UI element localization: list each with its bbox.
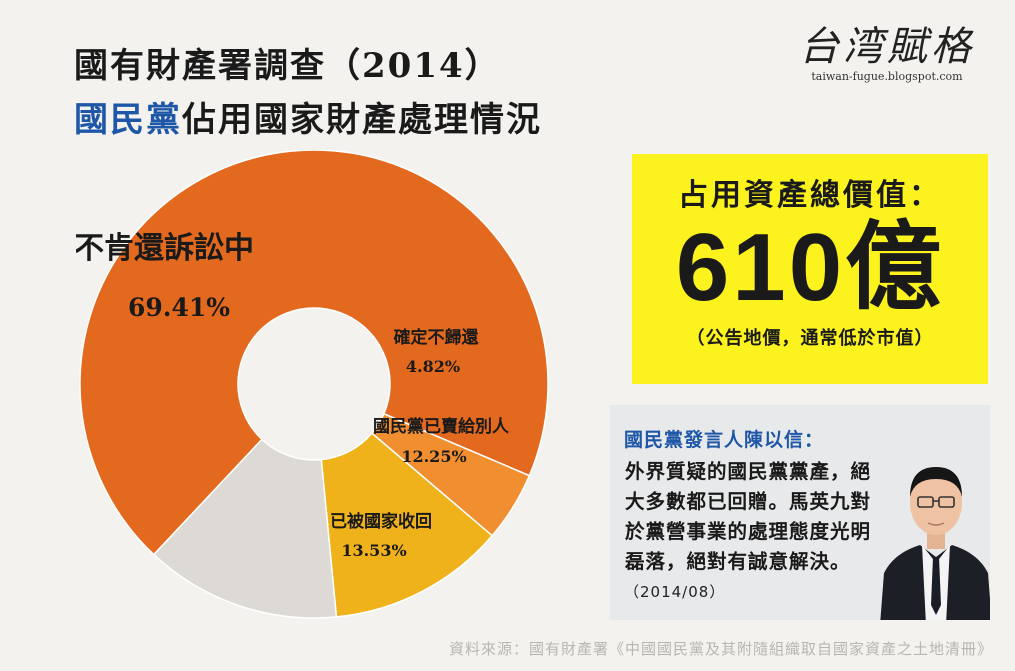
title-line-2: 國民黨佔用國家財產處理情況	[74, 92, 542, 141]
total-value-label: 占用資產總價值：	[678, 178, 942, 213]
quote-line: 外界質疑的國民黨黨產，絕	[625, 460, 872, 483]
donut-chart: 不肯還訴訟中 69.41% 確定不歸還 4.82% 國民黨已賣給別人 12.25% 已被國家…	[76, 150, 549, 619]
quote-line: 於黨營事業的處理態度光明	[625, 520, 872, 543]
slice-reclaimed	[152, 438, 338, 619]
total-value-note: （公告地價，通常低於市值）	[686, 328, 934, 349]
quote-line: 磊落，絕對有誠意解決。	[625, 550, 851, 573]
quote-text: 外界質疑的國民黨黨產，絕 大多數都已回贈。馬英九對 於黨營事業的處理態度光明 磊…	[625, 457, 887, 577]
title-rest: 佔用國家財產處理情況	[182, 100, 542, 140]
title-highlight: 國民黨	[74, 100, 182, 140]
slice-sold	[320, 432, 494, 618]
blog-logo: 台湾賦格 taiwan-fugue.blogspot.com	[792, 14, 982, 83]
spokesperson-quote: 國民黨發言人陳以信： 外界質疑的國民黨黨產，絕 大多數都已回贈。馬英九對 於黨營…	[610, 405, 990, 620]
logo-mark: 台湾賦格	[799, 24, 975, 70]
title-line-1: 國有財產署調查（2014）	[74, 46, 501, 86]
slice-value-litigation: 69.41%	[128, 293, 230, 322]
quote-date: （2014/08）	[624, 583, 726, 601]
slice-value-not-returned: 4.82%	[406, 357, 460, 376]
slice-label-litigation: 不肯還訴訟中	[76, 231, 254, 266]
slice-value-sold: 12.25%	[401, 447, 466, 466]
source-credit: 資料來源：國有財產署《中國國民黨及其附隨組織取自國家資產之土地清冊》	[448, 640, 993, 658]
total-value: 610億	[675, 214, 945, 321]
slice-value-reclaimed: 13.53%	[341, 541, 406, 560]
slice-label-reclaimed: 已被國家收回	[330, 511, 432, 532]
quote-speaker: 國民黨發言人陳以信：	[624, 429, 825, 451]
total-value-box: 占用資產總價值： 610億 （公告地價，通常低於市值）	[632, 154, 988, 384]
slice-label-not-returned: 確定不歸還	[394, 327, 480, 348]
spokesperson-photo	[880, 467, 990, 620]
slice-litigation	[79, 150, 549, 556]
logo-url: taiwan-fugue.blogspot.com	[811, 70, 963, 83]
slice-label-sold: 國民黨已賣給別人	[373, 416, 510, 437]
quote-line: 大多數都已回贈。馬英九對	[625, 490, 872, 513]
